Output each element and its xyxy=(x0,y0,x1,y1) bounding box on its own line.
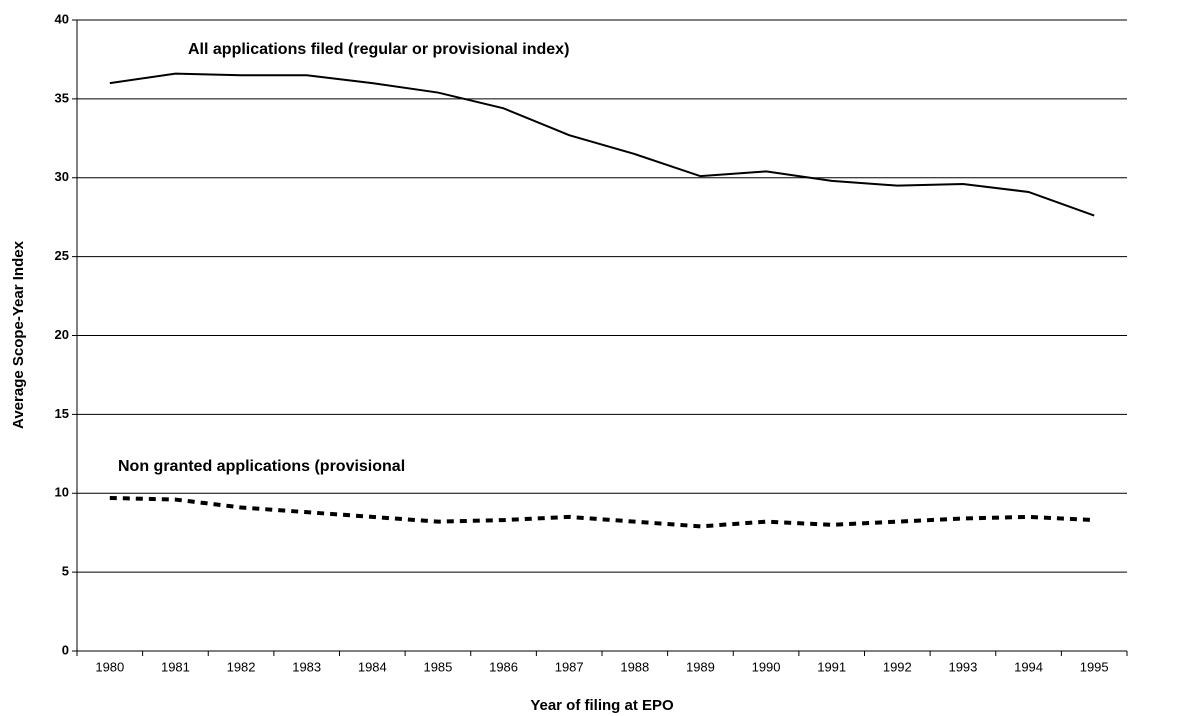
annotation: All applications filed (regular or provi… xyxy=(188,41,569,58)
y-tick-label: 30 xyxy=(55,169,69,184)
y-tick-label: 40 xyxy=(55,11,69,26)
y-tick-label: 0 xyxy=(62,642,69,657)
x-tick-label: 1988 xyxy=(620,659,649,674)
line-series xyxy=(109,495,1095,529)
x-tick-label: 1987 xyxy=(555,659,584,674)
y-tick-label: 10 xyxy=(55,485,69,500)
line-series xyxy=(109,72,1095,217)
y-tick-label: 35 xyxy=(55,90,69,105)
y-axis-label: Average Scope-Year Index xyxy=(10,240,27,429)
x-tick-label: 1993 xyxy=(948,659,977,674)
x-tick-label: 1984 xyxy=(358,659,387,674)
x-axis-label: Year of filing at EPO xyxy=(530,697,674,714)
y-tick-label: 25 xyxy=(55,248,69,263)
x-tick-label: 1985 xyxy=(423,659,452,674)
x-tick-label: 1992 xyxy=(883,659,912,674)
y-tick-label: 5 xyxy=(62,564,69,579)
annotation: Non granted applications (provisional xyxy=(118,458,405,475)
x-tick-label: 1995 xyxy=(1080,659,1109,674)
x-tick-label: 1989 xyxy=(686,659,715,674)
y-tick-label: 15 xyxy=(55,406,69,421)
y-tick-label: 20 xyxy=(55,327,69,342)
x-tick-label: 1990 xyxy=(752,659,781,674)
x-tick-label: 1986 xyxy=(489,659,518,674)
x-tick-label: 1982 xyxy=(227,659,256,674)
x-tick-label: 1980 xyxy=(95,659,124,674)
x-tick-label: 1983 xyxy=(292,659,321,674)
x-tick-label: 1981 xyxy=(161,659,190,674)
x-tick-label: 1991 xyxy=(817,659,846,674)
x-tick-label: 1994 xyxy=(1014,659,1043,674)
